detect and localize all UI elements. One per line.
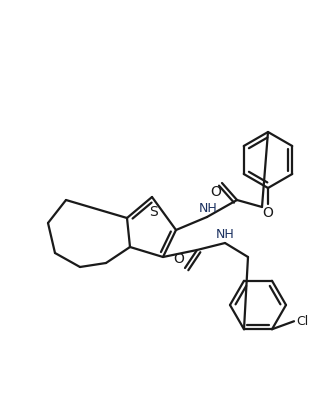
Text: NH: NH bbox=[199, 202, 217, 215]
Text: O: O bbox=[263, 206, 273, 220]
Text: S: S bbox=[149, 205, 157, 219]
Text: O: O bbox=[211, 185, 221, 199]
Text: NH: NH bbox=[216, 228, 234, 241]
Text: Cl: Cl bbox=[296, 315, 308, 328]
Text: O: O bbox=[174, 252, 185, 266]
